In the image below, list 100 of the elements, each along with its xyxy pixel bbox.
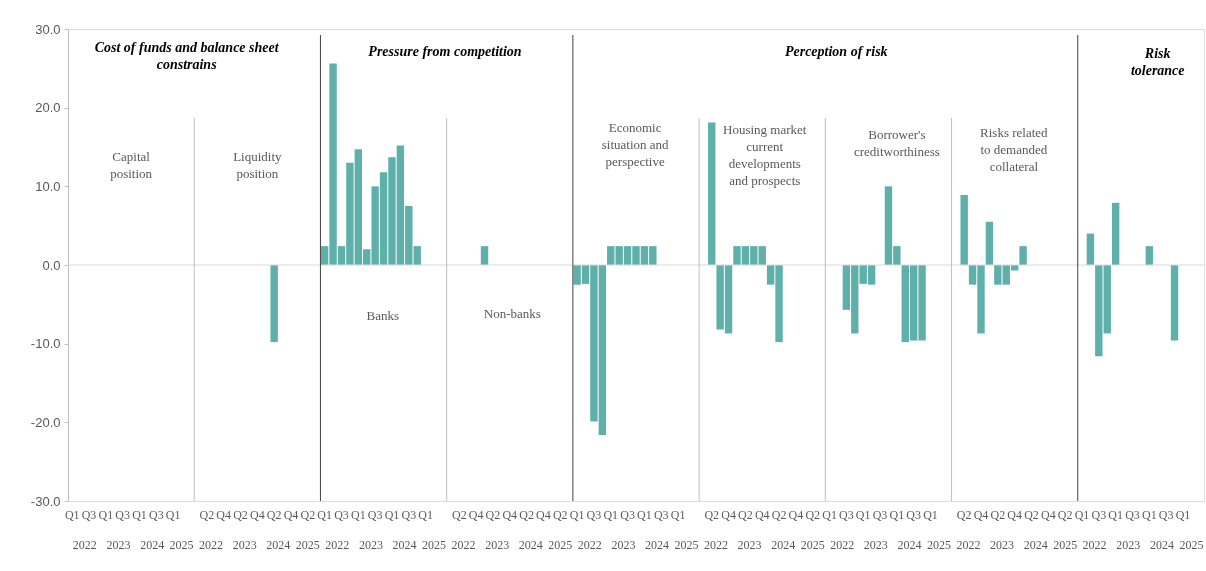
x-tick-label: Q1 xyxy=(1108,507,1123,522)
y-tick-label: -10.0 xyxy=(30,336,61,352)
text: 2024 xyxy=(392,538,417,552)
x-tick-label: Q1 xyxy=(822,507,837,522)
y-tick-label: 10.0 xyxy=(35,178,61,194)
annotation: Risks related to demanded collateral xyxy=(980,125,1049,174)
text: 2022 xyxy=(199,538,224,552)
text: 2023 xyxy=(737,538,762,552)
text: 2025 xyxy=(422,538,447,552)
annotation: Cost of funds and balance sheet constrains xyxy=(94,40,280,72)
x-tick-label: Q1 xyxy=(923,507,938,522)
x-tick-label: Q2 xyxy=(519,507,534,522)
text: 2023 xyxy=(863,538,888,552)
text: 2024 xyxy=(897,538,922,552)
bar xyxy=(1086,233,1095,265)
x-tick-label: Q4 xyxy=(973,507,989,522)
x-tick-label: Q1 xyxy=(418,507,433,522)
text: 2022 xyxy=(956,538,981,552)
bar xyxy=(1170,265,1179,341)
bar xyxy=(985,221,994,265)
x-tick-label: Q1 xyxy=(98,507,114,522)
x-tick-label: Q3 xyxy=(839,507,854,522)
x-tick-label: Q2 xyxy=(1024,507,1039,522)
x-tick-label: Q4 xyxy=(1007,507,1022,522)
text: 2022 xyxy=(703,538,728,552)
x-tick-label: Q2 xyxy=(485,507,501,522)
bar xyxy=(480,246,489,265)
annotation: Risk tolerance xyxy=(1130,46,1185,78)
text: 2023 xyxy=(990,538,1015,552)
x-tick-label: Q2 xyxy=(805,507,821,522)
annotation: Housing market current developments and prospects xyxy=(723,122,807,188)
text: 2025 xyxy=(1053,538,1078,552)
x-tick-label: Q4 xyxy=(250,507,265,522)
text: 2023 xyxy=(485,538,510,552)
x-tick-label: Q4 xyxy=(502,507,518,522)
x-tick-label: Q3 xyxy=(334,507,349,522)
x-tick-label: Q2 xyxy=(199,507,215,522)
text: 2024 xyxy=(266,538,291,552)
x-tick-label: Q1 xyxy=(569,507,585,522)
text: 2022 xyxy=(451,538,476,552)
x-tick-label: Q1 xyxy=(855,507,871,522)
x-tick-label: Q2 xyxy=(738,507,753,522)
x-tick-label: Q2 xyxy=(233,507,248,522)
x-tick-label: Q3 xyxy=(367,507,383,522)
x-tick-label: Q4 xyxy=(468,507,484,522)
x-tick-label: Q1 xyxy=(384,507,400,522)
bar xyxy=(1145,246,1154,265)
x-tick-label: Q3 xyxy=(653,507,669,522)
y-tick-label: 0.0 xyxy=(42,257,61,273)
text: 2025 xyxy=(674,538,699,552)
annotation: Pressure from competition xyxy=(368,44,522,59)
annotation: Economic situation and perspective xyxy=(601,120,670,169)
text: 2022 xyxy=(577,538,602,552)
bar xyxy=(960,194,968,265)
x-tick-label: Q1 xyxy=(603,507,619,522)
x-tick-label: Q2 xyxy=(704,507,720,522)
x-tick-label: Q2 xyxy=(300,507,316,522)
x-tick-label: Q3 xyxy=(149,507,164,522)
text: 2024 xyxy=(140,538,165,552)
text: 2023 xyxy=(358,538,383,552)
x-tick-label: Q4 xyxy=(216,507,232,522)
annotation: Borrower's creditworthiness xyxy=(853,127,940,159)
text: 2022 xyxy=(830,538,855,552)
x-tick-label: Q3 xyxy=(1125,507,1140,522)
text: 2024 xyxy=(1149,538,1174,552)
x-tick-label: Q3 xyxy=(872,507,888,522)
x-tick-label: Q2 xyxy=(266,507,282,522)
x-tick-label: Q2 xyxy=(451,507,467,522)
annotation: Non-banks xyxy=(483,306,541,321)
x-tick-label: Q2 xyxy=(956,507,972,522)
text: 2024 xyxy=(771,538,796,552)
x-tick-label: Q4 xyxy=(283,507,299,522)
x-tick-label: Q4 xyxy=(536,507,551,522)
text: 2023 xyxy=(1116,538,1141,552)
x-tick-label: Q1 xyxy=(64,507,80,522)
y-tick-label: 20.0 xyxy=(35,100,61,116)
text: 2025 xyxy=(295,538,320,552)
annotation: Banks xyxy=(366,308,399,323)
bar xyxy=(708,122,716,265)
text: 2025 xyxy=(926,538,951,552)
text: 2024 xyxy=(1023,538,1048,552)
x-tick-label: Q1 xyxy=(317,507,332,522)
x-tick-label: Q3 xyxy=(906,507,922,522)
x-tick-label: Q2 xyxy=(1057,507,1073,522)
text: 2024 xyxy=(518,538,543,552)
text: 2025 xyxy=(548,538,573,552)
x-tick-label: Q1 xyxy=(350,507,366,522)
annotation: Perception of risk xyxy=(784,44,888,59)
x-tick-label: Q1 xyxy=(1074,507,1090,522)
x-tick-label: Q3 xyxy=(1091,507,1107,522)
x-tick-label: Q1 xyxy=(1175,507,1191,522)
x-tick-label: Q3 xyxy=(620,507,635,522)
x-tick-label: Q2 xyxy=(990,507,1006,522)
text: 2022 xyxy=(1082,538,1107,552)
x-tick-label: Q3 xyxy=(81,507,97,522)
text: 2024 xyxy=(645,538,670,552)
x-tick-label: Q1 xyxy=(637,507,652,522)
bar xyxy=(270,265,278,343)
text: 2023 xyxy=(106,538,131,552)
x-tick-label: Q4 xyxy=(1040,507,1056,522)
